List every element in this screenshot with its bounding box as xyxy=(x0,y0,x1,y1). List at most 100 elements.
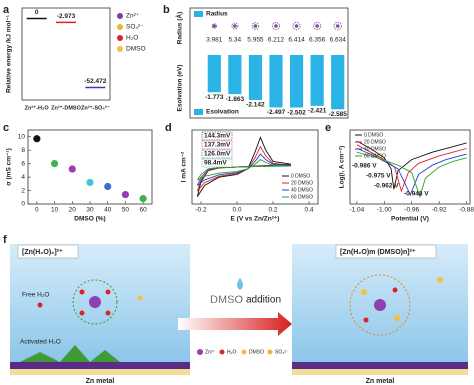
value-label: 5.955 xyxy=(247,37,264,44)
legend-swatch xyxy=(194,109,203,115)
water xyxy=(79,310,85,316)
plot-frame xyxy=(189,7,349,119)
y-axis-label: I mA cm⁻² xyxy=(181,151,188,182)
panel-letter: f xyxy=(3,234,7,246)
bar xyxy=(310,55,324,106)
solvation-shell xyxy=(72,279,118,325)
legend-swatch xyxy=(241,349,247,355)
radius-mark xyxy=(251,22,260,30)
x-tick-label: Zn²⁺-DMSO xyxy=(51,104,82,111)
plot-frame xyxy=(349,129,471,205)
dmso xyxy=(437,277,443,283)
legend-label: H₂O xyxy=(227,349,237,355)
value-label: -2.142 xyxy=(246,102,265,109)
value-label: -2.497 xyxy=(267,109,286,116)
legend-label: 40 DMSO xyxy=(364,146,386,152)
series-line xyxy=(356,144,467,193)
legend-label: 20 DMSO xyxy=(291,180,313,186)
value-label: 3.981 xyxy=(206,37,223,44)
panel-letter: c xyxy=(3,122,9,134)
x-axis-label: Potential (V) xyxy=(391,216,429,223)
annotation-box xyxy=(201,140,233,150)
value-label: 6.634 xyxy=(330,37,347,44)
x-tick-label: 0 xyxy=(35,207,39,214)
value-label: -2.421 xyxy=(308,108,327,115)
label: DMSO xyxy=(210,294,243,306)
point xyxy=(121,190,130,199)
water xyxy=(79,289,85,295)
label: Free H₂O xyxy=(22,292,49,299)
water xyxy=(363,317,369,323)
panel-letter: b xyxy=(163,4,170,16)
x-tick-label: Zn²⁺-SO₄²⁻ xyxy=(81,104,110,111)
panel-letter: a xyxy=(3,4,10,16)
value-label: -1.863 xyxy=(226,96,245,103)
label: Zn metal xyxy=(366,378,395,385)
value-label: -2.585 xyxy=(328,111,347,118)
value-label: 0 xyxy=(35,9,39,16)
legend-label: Zn²⁺ xyxy=(205,349,216,355)
x-tick-label: -0.92 xyxy=(432,207,447,214)
substrate xyxy=(10,369,190,375)
bar xyxy=(207,55,221,93)
ion xyxy=(253,24,258,28)
x-tick-label: -0.88 xyxy=(459,207,474,214)
series-line xyxy=(356,140,467,190)
ion xyxy=(294,24,299,28)
ion xyxy=(374,299,386,311)
x-tick-label: -0.96 xyxy=(404,207,419,214)
ion xyxy=(315,24,319,28)
label: [Zn(H₂O)₆]²⁺ xyxy=(22,249,63,256)
y-tick-label: 10 xyxy=(18,133,26,140)
radius-mark xyxy=(313,21,322,31)
annotation: 98.4mV xyxy=(204,160,227,167)
y-tick-label: 2 xyxy=(21,187,25,194)
radius-mark xyxy=(333,21,342,31)
legend-label: 0 DMSO xyxy=(291,173,310,179)
legend-label: 60 DMSO xyxy=(291,194,313,200)
ion xyxy=(89,296,101,308)
bar xyxy=(248,55,263,100)
legend-label: SO₄²⁻ xyxy=(126,24,144,31)
x-tick-label: 50 xyxy=(122,207,130,214)
legend-swatch xyxy=(197,349,203,355)
x-tick-label: 0.4 xyxy=(304,207,313,214)
value-label: 6.414 xyxy=(288,37,305,44)
radius-mark xyxy=(292,21,301,31)
annotation: 126.0mV xyxy=(204,151,231,158)
legend-swatch xyxy=(194,11,203,17)
ion xyxy=(274,24,278,28)
x-tick-label: 30 xyxy=(86,207,94,214)
x-tick-label: -0.2 xyxy=(195,207,207,214)
value-label: 5.34 xyxy=(229,37,242,44)
value-label: -2.973 xyxy=(57,13,76,20)
annotation: -0.948 V xyxy=(404,191,429,198)
ion xyxy=(212,24,217,28)
series-line xyxy=(356,148,467,196)
y-tick-label: 6 xyxy=(21,160,25,167)
annotation-box xyxy=(201,158,233,168)
annotation: 137.3mV xyxy=(204,142,231,149)
y-axis-label: Log(i, A cm⁻²) xyxy=(339,146,346,189)
annotation: -0.975 V xyxy=(366,173,391,180)
legend-label: Esolvation xyxy=(206,109,239,116)
legend-label: Zn²⁺ xyxy=(126,13,140,20)
legend-label: 40 DMSO xyxy=(291,187,313,193)
radius-mark xyxy=(272,22,280,30)
x-tick-label: Zn²⁺-H₂O xyxy=(25,104,50,111)
annotation-box xyxy=(201,131,233,141)
label: [Zn(H₂O)m (DMSO)n]²⁺ xyxy=(340,249,416,256)
bar xyxy=(269,55,283,108)
y-tick-label: 0 xyxy=(21,201,25,208)
plot-frame xyxy=(27,129,153,205)
y-axis-label: Relative energy /kJ mol⁻¹ xyxy=(6,15,13,93)
dmso xyxy=(394,315,400,321)
water xyxy=(392,287,398,293)
value-label: -1.773 xyxy=(205,94,224,101)
legend-swatch xyxy=(219,349,225,355)
x-axis-label: DMSO (%) xyxy=(74,216,105,223)
x-tick-label: 10 xyxy=(51,207,59,214)
annotation-box xyxy=(201,149,233,159)
bar xyxy=(289,55,304,108)
